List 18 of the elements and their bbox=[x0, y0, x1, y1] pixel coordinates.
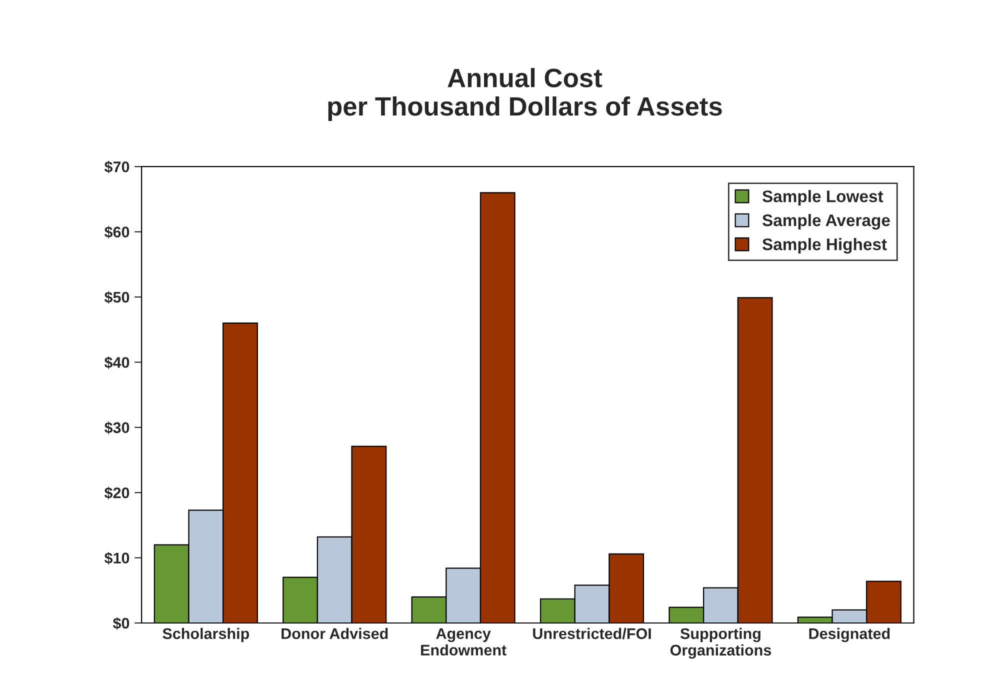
y-tick-label: $60 bbox=[104, 226, 130, 238]
legend-label: Sample Highest bbox=[762, 238, 887, 254]
y-tick-label: $50 bbox=[104, 291, 130, 304]
y-tick-label: $40 bbox=[104, 356, 130, 369]
x-tick-label: Unrestricted/FOI bbox=[533, 628, 651, 640]
legend-label: Sample Average bbox=[762, 214, 890, 230]
y-tick-label: $10 bbox=[104, 552, 130, 564]
y-tick-label: $20 bbox=[104, 486, 130, 500]
x-tick-label: Scholarship bbox=[162, 628, 250, 642]
legend-label: Sample Lowest bbox=[762, 190, 884, 206]
chart-title: Annual Cost per Thousand Dollars of Assets bbox=[328, 68, 722, 122]
x-tick-label: Designated bbox=[809, 628, 890, 642]
x-tick-label: Supporting Organizations bbox=[670, 628, 772, 659]
y-tick-label: $30 bbox=[104, 422, 130, 434]
x-tick-label: Donor Advised bbox=[282, 628, 388, 640]
x-tick-label: Agency Endowment bbox=[421, 628, 506, 656]
y-tick-label: $70 bbox=[104, 160, 130, 174]
y-tick-label: $0 bbox=[112, 617, 130, 630]
